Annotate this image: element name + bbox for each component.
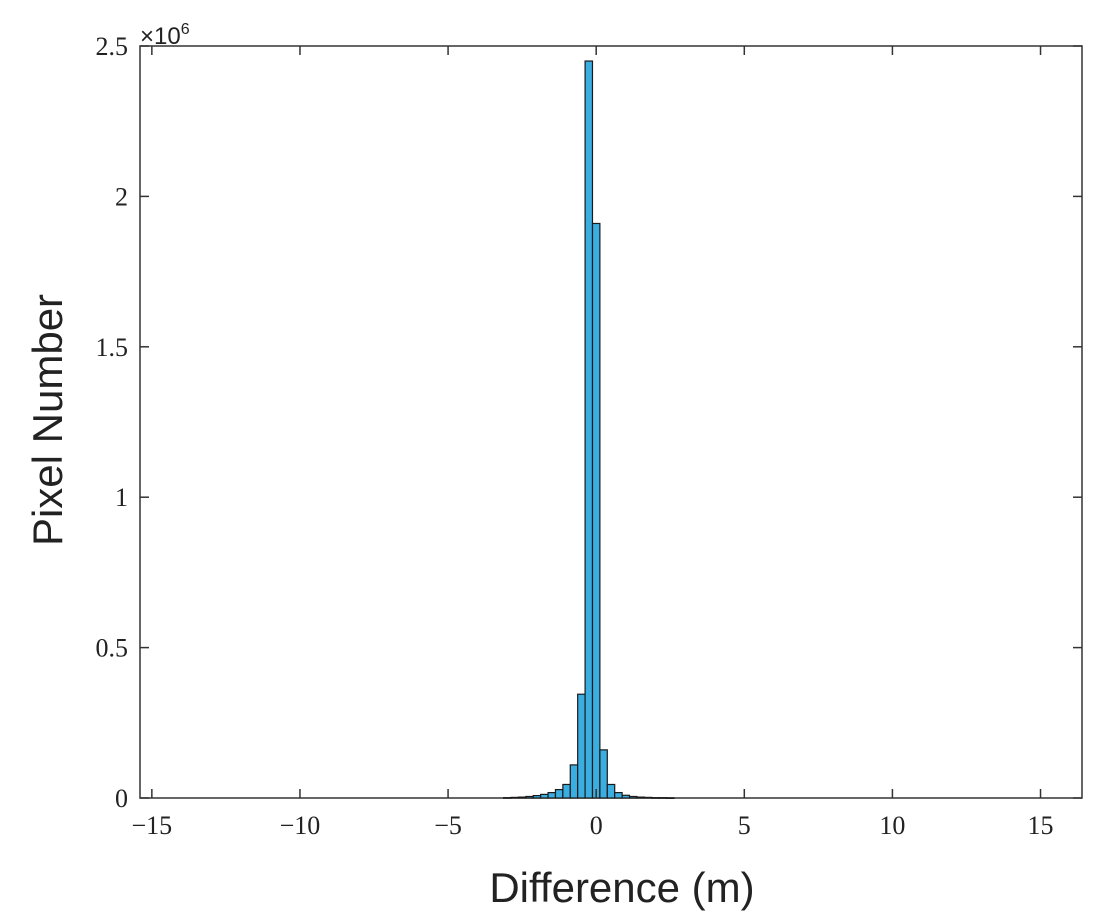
x-tick-label: 0 [590,811,603,840]
x-tick-label: 10 [879,811,905,840]
y-tick-label: 2.5 [96,32,129,61]
x-tick-label: 15 [1028,811,1054,840]
histogram-bar [636,796,645,799]
x-tick-label: −5 [434,811,462,840]
histogram-bar [651,797,660,799]
histogram-bar [540,793,549,799]
histogram-bar [591,222,601,799]
histogram-bar [554,788,564,799]
y-ticks-group: 0 0.5 1 1.5 2 2.5 [96,32,1082,813]
histogram-bar [584,60,594,799]
histogram-bar [547,791,557,799]
y-tick-label: 1 [115,483,128,512]
histogram-bar [643,796,653,799]
y-multiplier-label: ×106 [140,21,190,50]
x-ticks-group: −15 −10 −5 0 5 10 15 [132,46,1054,840]
histogram-bar [577,693,586,799]
histogram-bar [606,783,616,799]
y-axis-title: Pixel Number [24,294,71,546]
plot-area [139,45,1083,799]
x-axis-title: Difference (m) [489,864,754,911]
histogram-bar [658,797,668,799]
y-tick-label: 0.5 [96,634,129,663]
histogram-bar [532,794,542,799]
histogram-bar [614,791,623,799]
histogram-bar [599,749,608,799]
histogram-bar [628,795,638,799]
histogram-bar [517,796,527,799]
histogram-bar [525,795,534,799]
y-tick-label: 1.5 [96,333,129,362]
histogram-bar [569,764,579,799]
y-tick-label: 0 [115,784,128,813]
x-tick-label: 5 [738,811,751,840]
x-tick-label: −10 [280,811,321,840]
y-tick-label: 2 [115,182,128,211]
histogram-bar [665,797,675,799]
histogram-bar [562,783,571,799]
histogram-bar [621,794,631,799]
histogram-bar [510,796,520,799]
x-tick-label: −15 [132,811,173,840]
histogram-bar [503,797,512,799]
